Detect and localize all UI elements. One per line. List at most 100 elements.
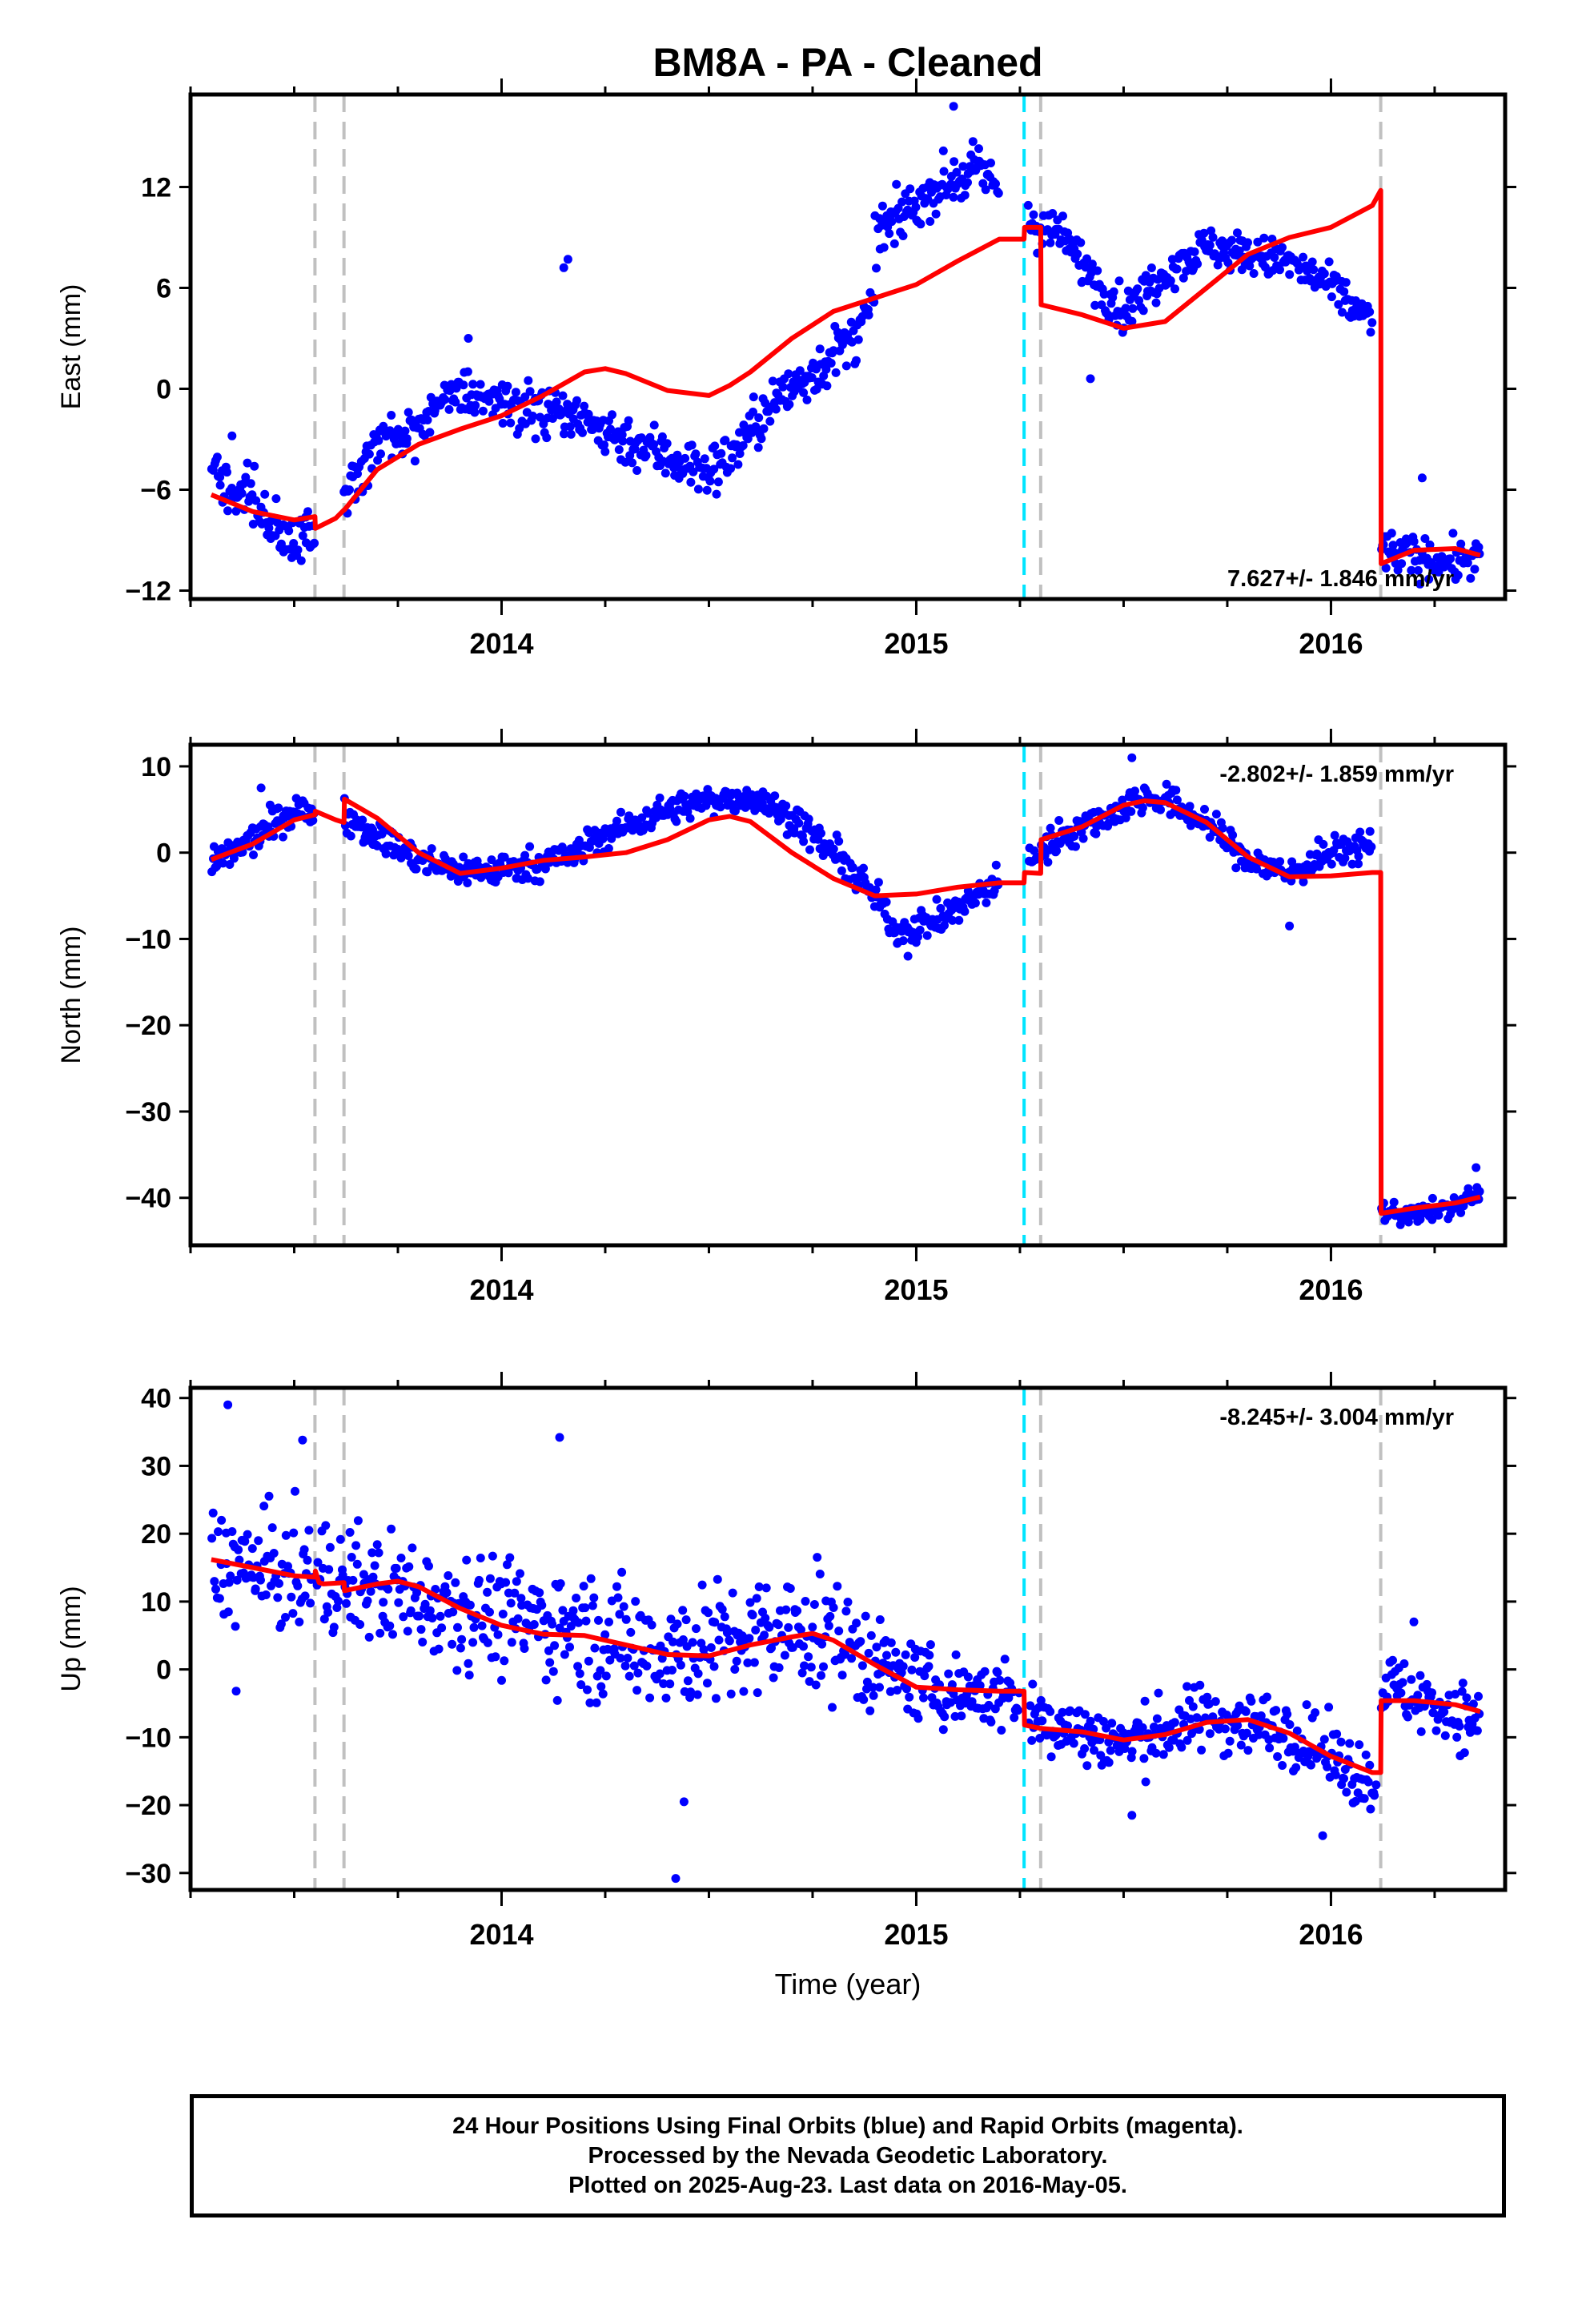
up-data-point <box>256 1575 265 1585</box>
up-data-point <box>516 1569 524 1578</box>
north-data-point <box>1071 842 1080 851</box>
up-data-point <box>275 1578 283 1588</box>
up-data-point <box>919 1693 928 1703</box>
up-data-point <box>847 1654 857 1663</box>
east-data-point <box>310 538 319 548</box>
north-data-point <box>274 803 283 813</box>
up-data-point <box>947 1680 957 1690</box>
up-data-point <box>507 1638 516 1647</box>
up-data-point <box>809 1600 819 1609</box>
up-data-point <box>353 1516 363 1526</box>
east-data-point <box>1205 240 1215 250</box>
east-data-point <box>691 449 701 459</box>
east-data-point <box>559 263 568 272</box>
up-data-point <box>824 1621 833 1630</box>
north-data-point <box>1299 877 1308 887</box>
east-data-point <box>558 391 568 400</box>
up-y-tick-label: 40 <box>141 1384 171 1414</box>
north-data-point <box>427 844 436 854</box>
up-data-point <box>828 1703 837 1712</box>
north-rate-label: -2.802+/- 1.859 mm/yr <box>1219 762 1454 787</box>
east-data-point <box>1121 304 1130 313</box>
up-data-point <box>997 1726 1006 1735</box>
east-data-point <box>600 440 609 449</box>
up-data-point <box>1120 1744 1130 1753</box>
east-data-point <box>705 476 715 486</box>
up-data-point <box>545 1658 555 1667</box>
north-y-tick-label: −30 <box>125 1097 171 1128</box>
east-data-point <box>709 464 719 474</box>
up-data-point <box>1416 1727 1426 1736</box>
up-data-point <box>1413 1691 1423 1700</box>
north-data-point <box>1285 921 1295 931</box>
up-data-point <box>234 1545 243 1554</box>
up-data-point <box>1225 1736 1235 1746</box>
up-data-point <box>1273 1752 1283 1761</box>
up-data-point <box>693 1669 703 1679</box>
up-data-point <box>1427 1688 1436 1698</box>
up-data-point <box>1468 1699 1478 1709</box>
up-data-point <box>1371 1780 1381 1790</box>
up-data-point <box>1004 1693 1014 1703</box>
east-data-point <box>1193 259 1203 269</box>
east-data-point <box>710 441 720 451</box>
up-data-point <box>857 1661 867 1671</box>
up-data-point <box>692 1624 701 1634</box>
up-data-point <box>529 1620 539 1629</box>
east-data-point <box>905 184 915 194</box>
up-data-point <box>444 1571 453 1580</box>
east-data-point <box>620 457 630 467</box>
up-data-point <box>866 1630 876 1640</box>
north-data-point <box>655 793 665 802</box>
up-data-point <box>273 1593 283 1602</box>
up-data-point <box>332 1603 342 1612</box>
north-data-point <box>817 829 825 838</box>
up-data-point <box>1422 1679 1431 1689</box>
up-plot-frame <box>188 1385 1508 1892</box>
east-data-point <box>471 400 480 410</box>
east-plot-frame <box>188 92 1508 601</box>
east-x-tick-label: 2014 <box>469 627 533 660</box>
north-data-point <box>1319 839 1328 849</box>
up-data-point <box>231 1622 240 1631</box>
east-data-point <box>958 162 968 171</box>
up-data-point <box>516 1594 526 1603</box>
up-data-point <box>1370 1791 1379 1800</box>
up-data-point <box>784 1622 793 1632</box>
up-data-point <box>1407 1675 1416 1684</box>
up-data-point <box>745 1598 755 1607</box>
up-data-point <box>1342 1787 1351 1797</box>
up-data-point <box>655 1669 665 1679</box>
up-data-point <box>720 1612 729 1622</box>
up-data-point <box>594 1615 603 1625</box>
east-data-point <box>799 388 809 397</box>
east-data-point <box>1387 529 1396 538</box>
east-data-point <box>1182 267 1191 276</box>
east-data-point <box>476 380 485 389</box>
east-data-point <box>963 178 972 187</box>
up-data-point <box>596 1682 606 1691</box>
up-data-point <box>1396 1688 1406 1698</box>
up-data-point <box>1247 1696 1256 1706</box>
up-data-point <box>1241 1707 1251 1716</box>
north-data-point <box>770 791 780 801</box>
up-data-point <box>1138 1723 1147 1732</box>
up-data-point <box>415 1611 424 1621</box>
east-y-tick-label: 6 <box>156 274 171 304</box>
up-data-point <box>420 1599 430 1609</box>
up-data-point <box>299 1545 309 1554</box>
up-data-point <box>613 1593 623 1602</box>
east-data-point <box>1245 261 1255 271</box>
up-data-point <box>834 1626 844 1636</box>
east-data-point <box>1207 226 1216 235</box>
up-data-point <box>363 1596 372 1606</box>
north-data-point <box>960 907 970 916</box>
up-data-point <box>348 1575 358 1585</box>
up-data-point <box>671 1874 681 1884</box>
east-data-point <box>478 406 488 416</box>
east-data-point <box>271 494 281 504</box>
east-y-tick-label: −6 <box>140 476 171 506</box>
east-data-point <box>681 453 690 463</box>
up-data-point <box>431 1585 440 1594</box>
up-data-point <box>898 1662 908 1671</box>
